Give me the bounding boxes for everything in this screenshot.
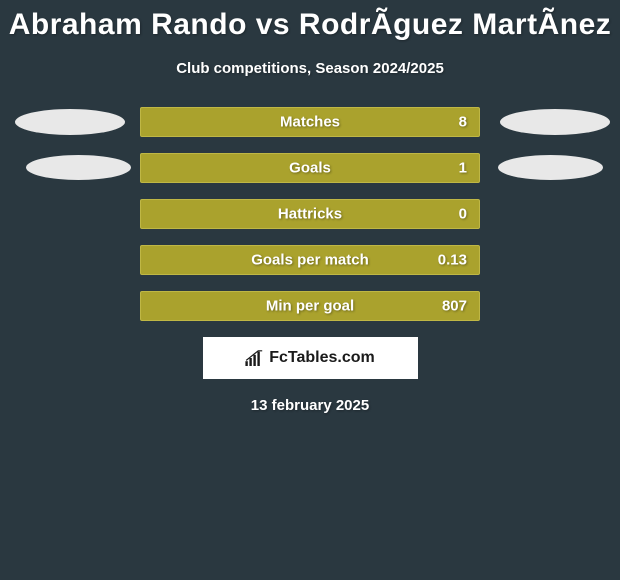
stat-row: Hattricks 0 [10, 199, 610, 229]
date-text: 13 february 2025 [0, 397, 620, 414]
page-title: Abraham Rando vs RodrÃ­guez MartÃ­nez [0, 0, 620, 42]
stat-label: Min per goal [266, 298, 354, 315]
stat-label: Goals [289, 160, 331, 177]
stat-bar: Goals 1 [140, 153, 480, 183]
chart-icon [245, 350, 265, 366]
fctables-logo: FcTables.com [203, 337, 418, 379]
stats-chart: Matches 8 Goals 1 Hattricks 0 Goals per … [0, 107, 620, 321]
subtitle: Club competitions, Season 2024/2025 [0, 60, 620, 77]
stat-bar: Min per goal 807 [140, 291, 480, 321]
player-left-avatar-small [26, 155, 131, 180]
stat-bar: Matches 8 [140, 107, 480, 137]
stat-value-right: 807 [442, 298, 467, 315]
player-right-avatar [500, 109, 610, 135]
stat-value-right: 8 [459, 114, 467, 131]
stat-label: Hattricks [278, 206, 342, 223]
stat-value-right: 1 [459, 160, 467, 177]
stat-bar: Goals per match 0.13 [140, 245, 480, 275]
stat-row: Goals per match 0.13 [10, 245, 610, 275]
player-left-avatar [15, 109, 125, 135]
stat-label: Matches [280, 114, 340, 131]
player-right-avatar-small [498, 155, 603, 180]
stat-value-right: 0 [459, 206, 467, 223]
logo-text: FcTables.com [269, 349, 375, 367]
stat-row: Matches 8 [10, 107, 610, 137]
stat-row: Min per goal 807 [10, 291, 610, 321]
stat-value-right: 0.13 [438, 252, 467, 269]
stat-row: Goals 1 [10, 153, 610, 183]
stat-label: Goals per match [251, 252, 369, 269]
stat-bar: Hattricks 0 [140, 199, 480, 229]
